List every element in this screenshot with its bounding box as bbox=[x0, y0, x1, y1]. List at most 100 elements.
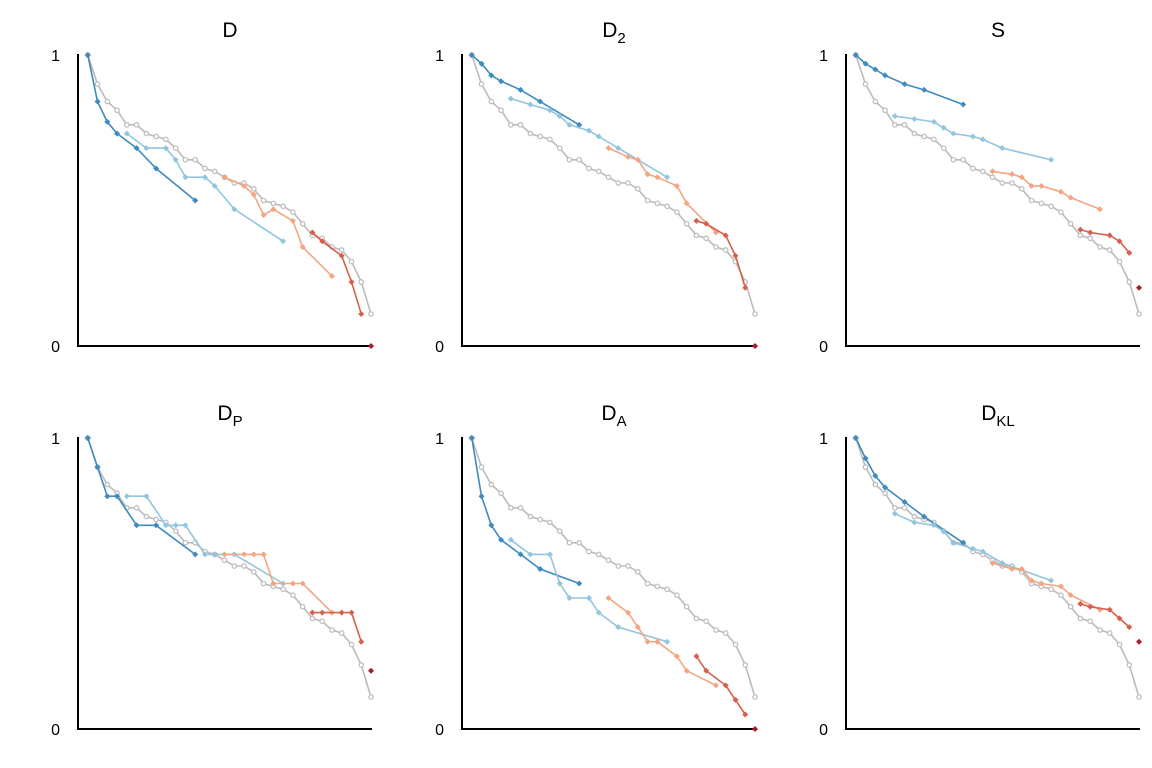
series-orange bbox=[989, 168, 1103, 213]
data-point bbox=[615, 145, 622, 152]
data-point bbox=[289, 217, 296, 224]
data-point bbox=[1116, 615, 1123, 622]
series-line-red bbox=[696, 220, 747, 289]
data-point bbox=[241, 182, 248, 189]
data-point bbox=[595, 168, 602, 175]
data-point bbox=[488, 522, 495, 529]
data-point bbox=[742, 662, 749, 668]
data-point bbox=[358, 638, 365, 645]
data-point bbox=[970, 165, 976, 172]
panel-title-main: D bbox=[222, 19, 237, 42]
panel-title-main: D bbox=[981, 402, 996, 425]
series-line-gray bbox=[855, 54, 1140, 315]
series-gray bbox=[852, 435, 1142, 700]
data-point bbox=[891, 113, 898, 120]
data-point bbox=[508, 122, 514, 128]
y-tick-label: 0 bbox=[819, 339, 828, 356]
data-point bbox=[498, 490, 504, 497]
data-point bbox=[94, 81, 101, 87]
data-point bbox=[133, 145, 140, 152]
data-point bbox=[576, 539, 583, 546]
series-line-dark-blue bbox=[855, 437, 964, 544]
data-point bbox=[498, 107, 504, 114]
series-orange bbox=[221, 174, 335, 280]
series-dark-blue bbox=[468, 435, 583, 587]
data-point bbox=[299, 220, 306, 227]
data-point bbox=[576, 580, 583, 587]
data-point bbox=[625, 180, 631, 186]
panel-title-main: D bbox=[602, 19, 617, 42]
data-point bbox=[348, 609, 355, 616]
data-point bbox=[1077, 615, 1084, 622]
data-point bbox=[683, 603, 690, 610]
data-point bbox=[625, 153, 632, 160]
data-point bbox=[1048, 577, 1055, 584]
data-point bbox=[1018, 565, 1025, 572]
data-point bbox=[1009, 171, 1016, 178]
data-point bbox=[270, 206, 277, 213]
series-dark-red bbox=[1136, 284, 1143, 291]
data-point bbox=[732, 252, 739, 259]
data-point bbox=[1136, 638, 1143, 645]
data-point bbox=[1106, 232, 1113, 239]
data-point bbox=[950, 156, 957, 163]
data-point bbox=[1097, 627, 1103, 633]
data-point bbox=[1058, 592, 1064, 598]
series-line-dark-blue bbox=[471, 54, 580, 126]
data-point bbox=[999, 560, 1006, 567]
data-point bbox=[172, 522, 179, 529]
data-point bbox=[1057, 188, 1064, 195]
data-point bbox=[556, 528, 563, 534]
data-point bbox=[221, 174, 228, 181]
data-point bbox=[566, 595, 573, 602]
data-point bbox=[368, 667, 375, 674]
data-point bbox=[722, 630, 729, 636]
data-point bbox=[537, 133, 543, 140]
data-point bbox=[732, 641, 739, 648]
panel-d: D 0 1 bbox=[51, 19, 375, 356]
data-point bbox=[960, 101, 967, 108]
data-point bbox=[182, 174, 189, 181]
data-point bbox=[309, 615, 316, 622]
data-point bbox=[478, 81, 485, 87]
data-point bbox=[153, 165, 160, 172]
data-point bbox=[673, 182, 680, 189]
data-point bbox=[1067, 592, 1074, 599]
series-gray bbox=[468, 52, 758, 317]
series-dark-red bbox=[368, 667, 375, 674]
series-gray bbox=[852, 52, 1142, 317]
data-point bbox=[862, 81, 869, 87]
data-point bbox=[566, 539, 573, 546]
panel-title-subscript: KL bbox=[996, 413, 1014, 430]
data-point bbox=[328, 273, 335, 280]
data-point bbox=[250, 551, 257, 558]
data-point bbox=[84, 52, 91, 58]
series-red bbox=[1077, 226, 1133, 256]
data-point bbox=[133, 522, 140, 529]
data-point bbox=[930, 522, 937, 529]
data-point bbox=[999, 145, 1006, 152]
panel-title: DKL bbox=[981, 402, 1015, 430]
data-point bbox=[901, 499, 908, 506]
data-point bbox=[104, 118, 111, 125]
data-point bbox=[683, 200, 690, 207]
data-point bbox=[703, 220, 710, 227]
data-point bbox=[1116, 641, 1123, 648]
data-point bbox=[1067, 603, 1074, 610]
data-point bbox=[1009, 565, 1016, 572]
data-point bbox=[683, 220, 690, 227]
series-light-blue bbox=[891, 510, 1055, 584]
series-red bbox=[693, 217, 749, 291]
data-point bbox=[1126, 624, 1133, 631]
data-point bbox=[211, 182, 218, 189]
data-point bbox=[251, 569, 257, 575]
data-point bbox=[182, 522, 189, 529]
data-point bbox=[999, 180, 1006, 186]
data-point bbox=[319, 609, 326, 616]
data-point bbox=[703, 618, 709, 625]
data-point bbox=[143, 513, 150, 520]
data-point bbox=[566, 121, 573, 128]
data-point bbox=[1126, 249, 1133, 256]
data-point bbox=[872, 481, 879, 488]
panel-title: DA bbox=[601, 402, 626, 430]
